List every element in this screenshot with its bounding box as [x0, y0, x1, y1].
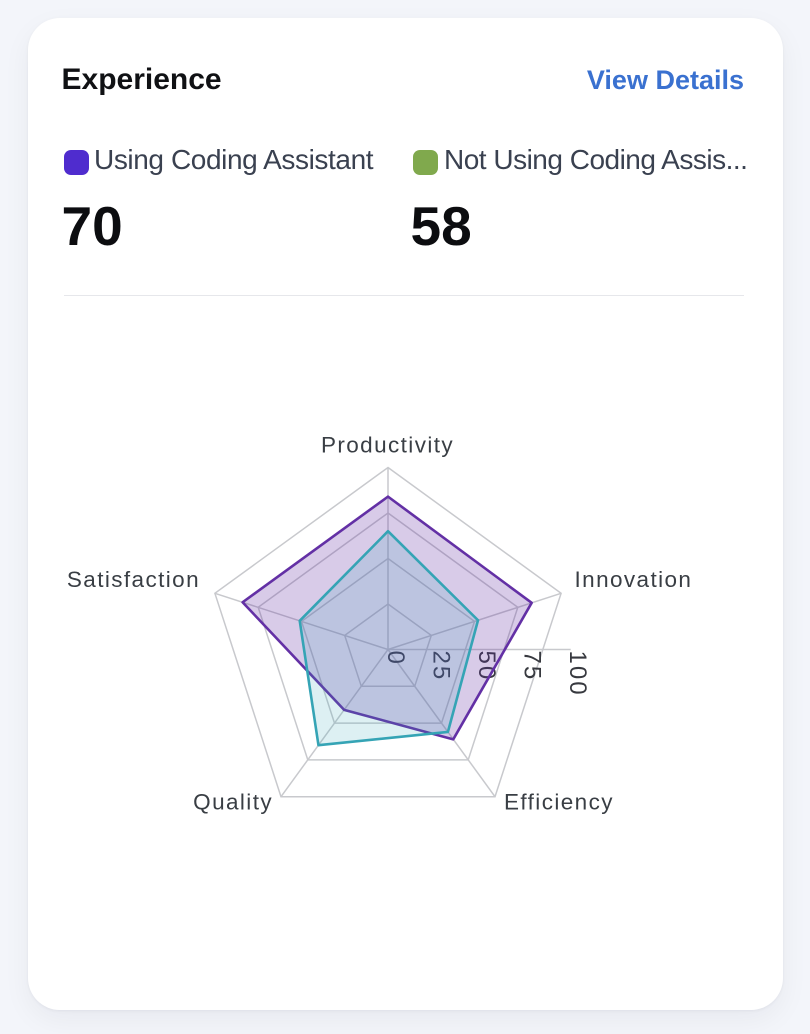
svg-text:100: 100	[564, 651, 591, 697]
svg-text:0: 0	[382, 651, 409, 666]
svg-text:25: 25	[428, 651, 455, 682]
svg-text:Quality: Quality	[193, 790, 273, 815]
svg-text:Innovation: Innovation	[575, 567, 693, 592]
svg-text:Productivity: Productivity	[321, 433, 454, 458]
svg-text:Efficiency: Efficiency	[504, 790, 614, 815]
svg-text:75: 75	[519, 651, 546, 682]
svg-text:Satisfaction: Satisfaction	[67, 567, 200, 592]
